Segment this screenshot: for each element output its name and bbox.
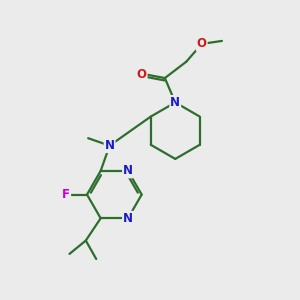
Text: O: O bbox=[197, 38, 207, 50]
Text: N: N bbox=[123, 164, 133, 177]
Text: N: N bbox=[170, 96, 180, 109]
Text: F: F bbox=[62, 188, 70, 201]
Text: O: O bbox=[137, 68, 147, 81]
Text: N: N bbox=[123, 212, 133, 225]
Text: N: N bbox=[105, 139, 115, 152]
